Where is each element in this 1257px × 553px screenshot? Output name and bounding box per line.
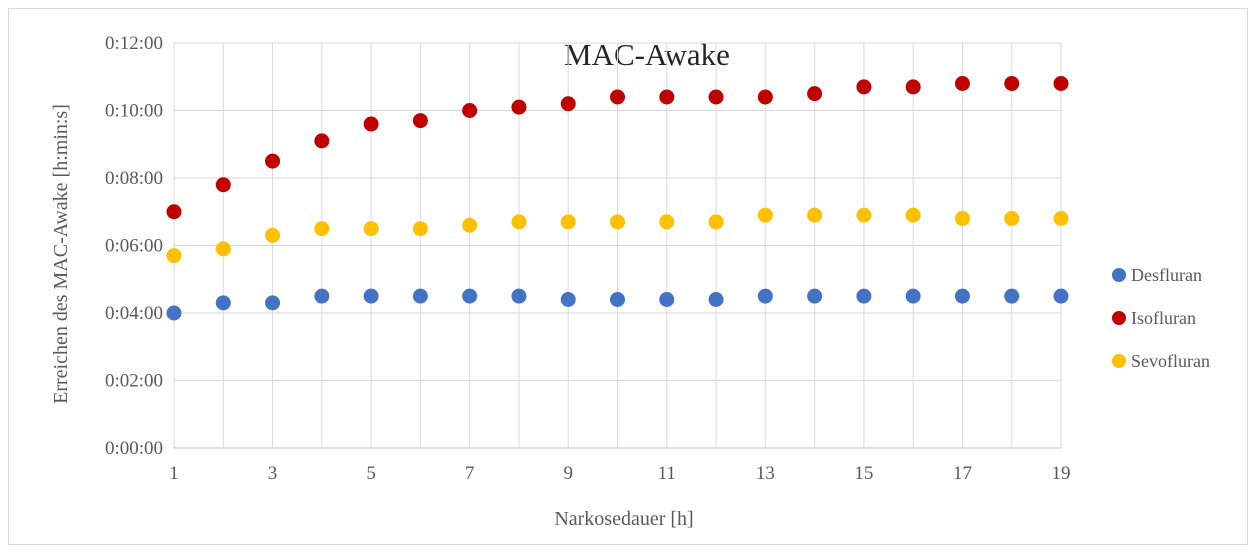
data-point-isofluran <box>166 204 182 220</box>
data-point-isofluran <box>954 76 970 91</box>
x-tick-label: 3 <box>268 463 278 484</box>
data-point-isofluran <box>610 89 625 105</box>
legend-label-sevofluran: Sevofluran <box>1131 351 1210 371</box>
legend-label-desfluran: Desfluran <box>1131 265 1202 285</box>
data-point-desfluran <box>856 288 872 304</box>
data-point-isofluran <box>807 86 823 102</box>
data-point-desfluran <box>610 292 625 307</box>
data-point-sevofluran <box>954 211 970 226</box>
x-tick-label: 9 <box>563 463 573 484</box>
data-point-sevofluran <box>560 214 576 230</box>
data-point-isofluran <box>215 177 231 193</box>
data-point-sevofluran <box>610 214 625 230</box>
data-point-isofluran <box>412 113 428 129</box>
data-point-desfluran <box>1004 288 1020 304</box>
x-tick-label: 19 <box>1052 463 1071 484</box>
y-tick-label: 0:06:00 <box>105 236 163 257</box>
data-point-sevofluran <box>215 241 231 257</box>
y-tick-label: 0:10:00 <box>105 101 163 122</box>
x-tick-labels: 1 3 5 7 9 11 13 15 17 19 <box>169 463 1070 484</box>
data-point-sevofluran <box>1004 211 1020 226</box>
data-point-desfluran <box>215 295 231 311</box>
y-axis-label: Erreichen des MAC-Awake [h:min:s] <box>50 104 72 404</box>
data-point-desfluran <box>462 288 478 304</box>
y-tick-label: 0:08:00 <box>105 168 163 189</box>
legend-label-isofluran: Isofluran <box>1131 308 1196 328</box>
data-point-desfluran <box>314 288 330 304</box>
y-tick-label: 0:02:00 <box>105 371 163 392</box>
data-point-sevofluran <box>757 207 773 223</box>
data-point-desfluran <box>1053 288 1069 304</box>
data-point-sevofluran <box>363 221 379 237</box>
x-tick-label: 1 <box>169 463 179 484</box>
series-desfluran <box>166 288 1069 321</box>
y-tick-label: 0:12:00 <box>105 33 163 54</box>
data-point-isofluran <box>511 99 527 115</box>
chart-svg: MAC-Awake 0:00:000:02:000:04:000:06:000:… <box>50 33 1210 530</box>
data-point-isofluran <box>708 89 724 105</box>
data-point-isofluran <box>757 89 773 105</box>
x-tick-label: 15 <box>854 463 873 484</box>
data-point-isofluran <box>314 133 330 149</box>
y-tick-label: 0:00:00 <box>105 438 163 459</box>
x-tick-label: 11 <box>658 463 676 484</box>
data-points <box>166 76 1069 321</box>
data-point-isofluran <box>363 116 379 132</box>
data-point-isofluran <box>265 153 281 169</box>
data-point-desfluran <box>412 288 428 304</box>
data-point-sevofluran <box>511 214 527 230</box>
data-point-desfluran <box>807 288 823 304</box>
legend: Desfluran Isofluran Sevofluran <box>1112 265 1210 371</box>
data-point-desfluran <box>265 295 281 311</box>
data-point-isofluran <box>905 79 921 95</box>
data-point-desfluran <box>560 292 576 307</box>
data-point-sevofluran <box>412 221 428 237</box>
y-tick-label: 0:04:00 <box>105 303 163 324</box>
x-tick-label: 7 <box>465 463 475 484</box>
data-point-desfluran <box>166 305 182 321</box>
data-point-sevofluran <box>1053 211 1069 226</box>
chart-area: MAC-Awake 0:00:00 0:02:00 0:04:00 0:06:00 0:… <box>8 8 1248 545</box>
data-point-sevofluran <box>905 207 921 223</box>
series-sevofluran <box>166 207 1069 264</box>
legend-marker-desfluran <box>1112 268 1126 282</box>
data-point-sevofluran <box>659 214 675 230</box>
data-point-sevofluran <box>314 221 330 237</box>
data-point-isofluran <box>462 103 478 118</box>
data-point-desfluran <box>363 288 379 304</box>
data-point-sevofluran <box>265 227 281 243</box>
data-point-isofluran <box>560 96 576 112</box>
series-isofluran <box>166 76 1069 220</box>
x-tick-label: 17 <box>953 463 972 484</box>
data-point-desfluran <box>905 288 921 304</box>
data-point-desfluran <box>659 292 675 307</box>
x-tick-label: 13 <box>756 463 775 484</box>
data-point-desfluran <box>757 288 773 304</box>
legend-marker-sevofluran <box>1112 354 1126 368</box>
data-point-sevofluran <box>856 207 872 223</box>
data-point-isofluran <box>1004 76 1020 91</box>
data-point-desfluran <box>708 292 724 307</box>
y-tick-labels: 0:00:00 0:02:00 0:04:00 0:06:00 0:08:00 0:10:… <box>105 33 163 459</box>
data-point-sevofluran <box>462 217 478 233</box>
chart-title: MAC-Awake <box>564 37 730 72</box>
grid <box>173 42 1062 449</box>
data-point-desfluran <box>954 288 970 304</box>
x-axis-label: Narkosedauer [h] <box>554 508 693 530</box>
x-tick-label: 5 <box>366 463 376 484</box>
data-point-isofluran <box>659 89 675 105</box>
data-point-isofluran <box>1053 76 1069 91</box>
data-point-sevofluran <box>807 207 823 223</box>
data-point-sevofluran <box>166 248 182 264</box>
data-point-isofluran <box>856 79 872 95</box>
legend-marker-isofluran <box>1112 311 1126 325</box>
data-point-sevofluran <box>708 214 724 230</box>
data-point-desfluran <box>511 288 527 304</box>
